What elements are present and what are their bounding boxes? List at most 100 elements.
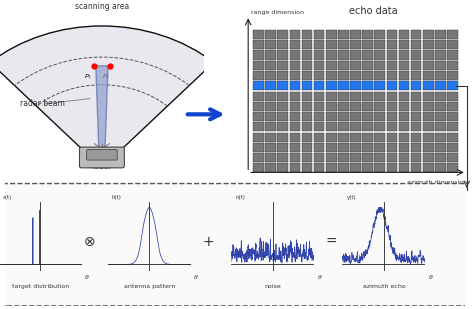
Bar xyxy=(435,81,446,90)
Bar xyxy=(265,153,276,162)
Bar xyxy=(301,61,312,70)
Bar xyxy=(265,81,276,90)
Bar xyxy=(399,30,409,39)
Bar xyxy=(253,133,264,142)
Bar xyxy=(411,153,421,162)
Bar xyxy=(435,163,446,172)
Bar xyxy=(314,102,325,111)
Bar xyxy=(326,50,337,60)
Bar xyxy=(301,91,312,100)
Text: $P_2$: $P_2$ xyxy=(102,72,110,81)
Bar xyxy=(350,133,361,142)
Bar xyxy=(326,91,337,100)
Bar xyxy=(423,112,434,121)
Bar xyxy=(374,61,385,70)
Bar xyxy=(338,163,349,172)
Bar xyxy=(326,81,337,90)
Bar xyxy=(301,102,312,111)
Bar xyxy=(277,112,288,121)
Bar xyxy=(338,71,349,80)
Bar xyxy=(350,143,361,152)
Text: radar beam: radar beam xyxy=(20,99,65,108)
Bar xyxy=(290,112,300,121)
Bar xyxy=(386,61,397,70)
Bar xyxy=(447,30,458,39)
Bar xyxy=(326,40,337,49)
Bar xyxy=(326,112,337,121)
Bar xyxy=(411,91,421,100)
Bar xyxy=(411,122,421,131)
Bar xyxy=(277,153,288,162)
Bar xyxy=(374,122,385,131)
Bar xyxy=(386,40,397,49)
Text: radar: radar xyxy=(91,162,112,171)
Bar xyxy=(301,153,312,162)
Polygon shape xyxy=(96,66,108,150)
Bar xyxy=(338,50,349,60)
Text: echo data: echo data xyxy=(349,6,398,16)
Bar xyxy=(277,122,288,131)
Bar xyxy=(362,143,373,152)
Bar xyxy=(314,122,325,131)
Bar xyxy=(350,122,361,131)
Bar xyxy=(277,61,288,70)
Bar xyxy=(338,153,349,162)
Bar xyxy=(290,50,300,60)
Bar xyxy=(399,122,409,131)
Bar xyxy=(435,143,446,152)
Bar xyxy=(338,122,349,131)
Bar xyxy=(435,102,446,111)
Bar xyxy=(411,133,421,142)
Bar xyxy=(447,163,458,172)
Bar xyxy=(265,50,276,60)
Bar xyxy=(290,122,300,131)
Bar xyxy=(435,30,446,39)
Text: n(t): n(t) xyxy=(235,195,245,200)
Bar xyxy=(423,163,434,172)
Text: target distribution: target distribution xyxy=(12,284,69,289)
Bar xyxy=(435,153,446,162)
Bar xyxy=(399,91,409,100)
Bar xyxy=(411,163,421,172)
Bar xyxy=(314,61,325,70)
Bar xyxy=(447,153,458,162)
Bar xyxy=(290,143,300,152)
Bar xyxy=(435,91,446,100)
Bar xyxy=(411,61,421,70)
Bar xyxy=(253,71,264,80)
Bar xyxy=(435,50,446,60)
Bar xyxy=(326,71,337,80)
Bar xyxy=(411,81,421,90)
Bar xyxy=(435,61,446,70)
Bar xyxy=(301,50,312,60)
Bar xyxy=(386,91,397,100)
Bar xyxy=(435,71,446,80)
Bar xyxy=(399,61,409,70)
Text: $\theta$: $\theta$ xyxy=(428,273,434,281)
Bar xyxy=(290,81,300,90)
Bar xyxy=(411,112,421,121)
Bar xyxy=(277,30,288,39)
Bar xyxy=(350,61,361,70)
Bar xyxy=(447,40,458,49)
Bar xyxy=(326,102,337,111)
Bar xyxy=(399,153,409,162)
Bar xyxy=(423,30,434,39)
Text: noise: noise xyxy=(264,284,281,289)
Bar xyxy=(386,71,397,80)
Bar xyxy=(301,40,312,49)
Bar xyxy=(253,40,264,49)
Bar xyxy=(350,112,361,121)
Bar xyxy=(435,112,446,121)
Bar xyxy=(277,71,288,80)
Bar xyxy=(277,50,288,60)
Bar xyxy=(265,71,276,80)
Bar xyxy=(301,81,312,90)
Bar xyxy=(338,61,349,70)
Bar xyxy=(253,122,264,131)
Bar xyxy=(374,50,385,60)
Bar xyxy=(265,163,276,172)
Bar xyxy=(290,61,300,70)
Bar xyxy=(386,153,397,162)
Bar xyxy=(265,30,276,39)
